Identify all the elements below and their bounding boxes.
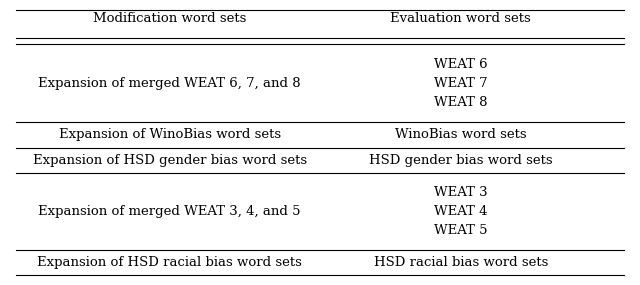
- Text: Expansion of merged WEAT 3, 4, and 5: Expansion of merged WEAT 3, 4, and 5: [38, 205, 301, 218]
- Text: WEAT 7: WEAT 7: [434, 77, 488, 90]
- Text: WEAT 8: WEAT 8: [434, 96, 488, 109]
- Text: Evaluation word sets: Evaluation word sets: [390, 12, 531, 25]
- Text: Modification word sets: Modification word sets: [93, 12, 246, 25]
- Text: WEAT 5: WEAT 5: [434, 224, 488, 237]
- Text: Expansion of HSD racial bias word sets: Expansion of HSD racial bias word sets: [37, 256, 302, 269]
- Text: WEAT 3: WEAT 3: [434, 186, 488, 199]
- Text: WinoBias word sets: WinoBias word sets: [395, 128, 527, 141]
- Text: HSD gender bias word sets: HSD gender bias word sets: [369, 154, 552, 167]
- Text: WEAT 6: WEAT 6: [434, 58, 488, 71]
- Text: WEAT 4: WEAT 4: [434, 205, 488, 218]
- Text: Expansion of WinoBias word sets: Expansion of WinoBias word sets: [58, 128, 281, 141]
- Text: Expansion of HSD gender bias word sets: Expansion of HSD gender bias word sets: [33, 154, 307, 167]
- Text: Expansion of merged WEAT 6, 7, and 8: Expansion of merged WEAT 6, 7, and 8: [38, 77, 301, 90]
- Text: HSD racial bias word sets: HSD racial bias word sets: [374, 256, 548, 269]
